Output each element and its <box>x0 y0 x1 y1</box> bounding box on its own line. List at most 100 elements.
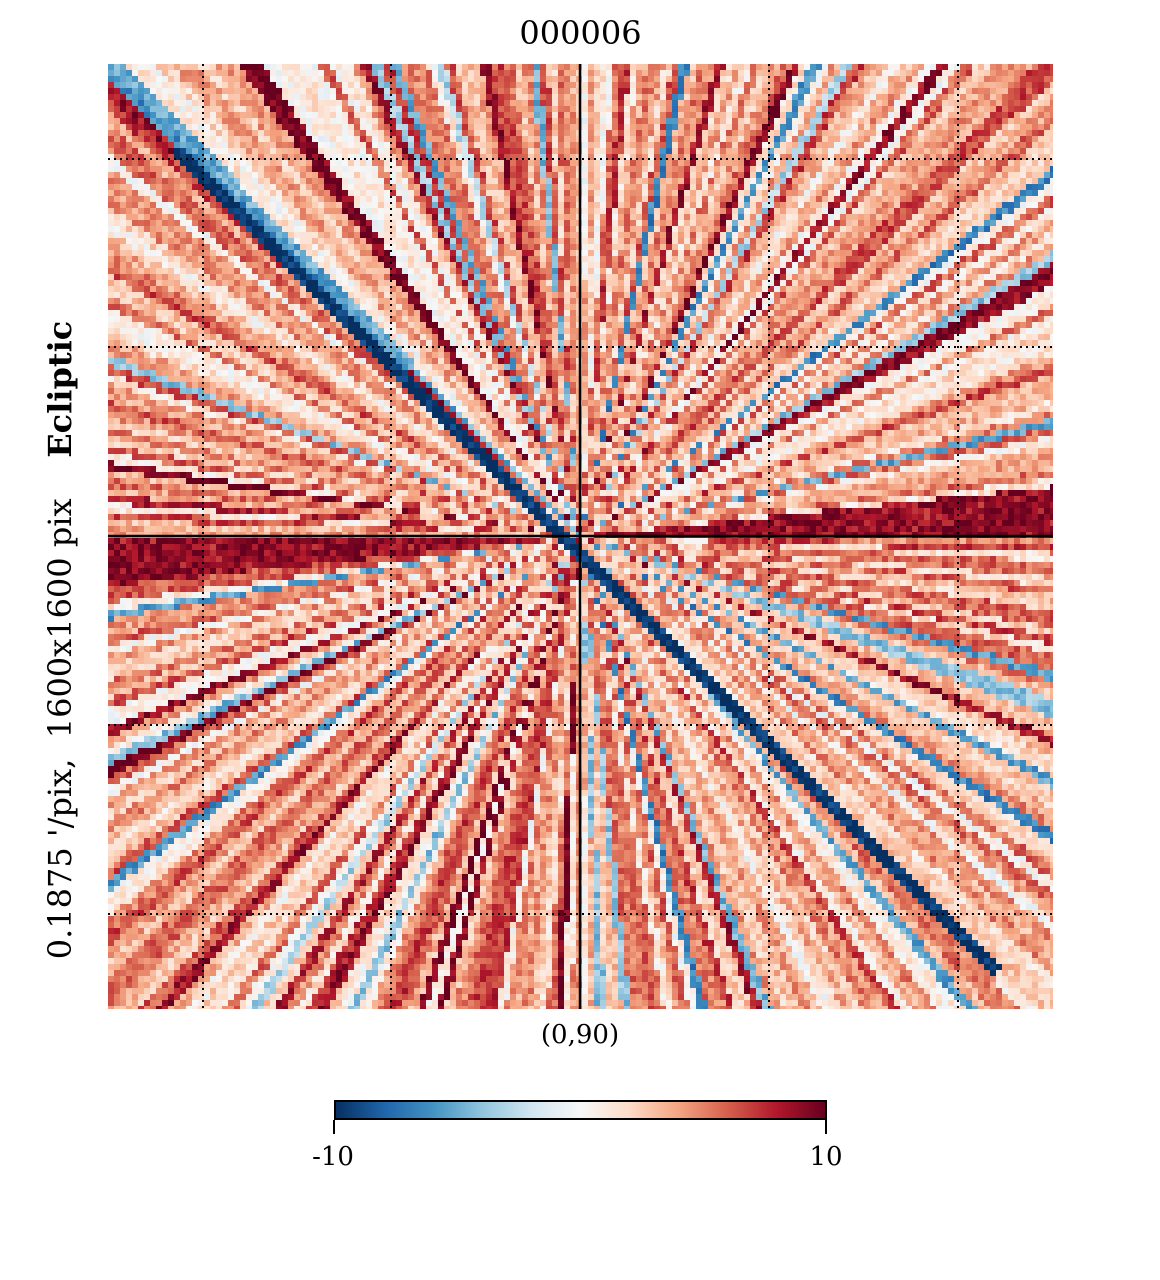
map-pixel <box>450 232 457 239</box>
map-pixel <box>498 112 505 119</box>
map-pixel <box>996 232 1003 239</box>
map-pixel <box>888 160 895 167</box>
map-pixel <box>144 226 151 233</box>
map-pixel <box>840 130 847 137</box>
map-pixel <box>228 88 235 95</box>
map-pixel <box>486 250 493 257</box>
map-pixel <box>408 178 415 185</box>
map-pixel <box>444 112 451 119</box>
map-pixel <box>168 196 175 203</box>
map-pixel <box>276 94 283 101</box>
map-pixel <box>798 244 805 251</box>
map-panel[interactable] <box>108 64 1053 1009</box>
map-pixel <box>660 136 667 143</box>
map-pixel <box>498 124 505 131</box>
map-pixel <box>420 94 427 101</box>
map-pixel <box>876 118 883 125</box>
map-pixel <box>222 238 229 245</box>
map-pixel <box>534 88 541 95</box>
map-pixel <box>756 148 763 155</box>
map-pixel <box>144 76 151 83</box>
map-pixel <box>588 112 595 119</box>
map-pixel <box>972 124 979 131</box>
map-pixel <box>606 112 613 119</box>
map-pixel <box>936 208 943 215</box>
map-pixel <box>726 190 733 197</box>
map-pixel <box>768 184 775 191</box>
map-pixel <box>768 244 775 251</box>
map-pixel <box>1038 142 1045 149</box>
map-pixel <box>924 148 931 155</box>
map-pixel <box>948 178 955 185</box>
map-pixel <box>1020 196 1027 203</box>
map-pixel <box>1050 172 1053 179</box>
map-pixel <box>228 250 235 257</box>
map-pixel <box>894 190 901 197</box>
map-pixel <box>438 238 445 245</box>
map-pixel <box>222 184 229 191</box>
map-pixel <box>846 190 853 197</box>
map-pixel <box>702 226 709 233</box>
map-pixel <box>216 172 223 179</box>
map-pixel <box>756 196 763 203</box>
map-pixel <box>558 106 565 113</box>
map-pixel <box>336 82 343 89</box>
map-pixel <box>714 244 721 251</box>
map-pixel <box>864 64 871 71</box>
map-pixel <box>126 118 133 125</box>
map-pixel <box>654 64 661 71</box>
map-pixel <box>714 178 721 185</box>
map-pixel <box>516 76 523 83</box>
map-pixel <box>564 226 571 233</box>
map-pixel <box>324 70 331 77</box>
map-pixel <box>672 190 679 197</box>
map-pixel <box>180 112 187 119</box>
map-pixel <box>168 88 175 95</box>
map-pixel <box>966 76 973 83</box>
map-pixel <box>540 208 547 215</box>
map-pixel <box>756 226 763 233</box>
map-pixel <box>612 196 619 203</box>
map-pixel <box>288 214 295 221</box>
map-pixel <box>234 244 241 251</box>
map-pixel <box>186 184 193 191</box>
map-pixel <box>234 238 241 245</box>
map-pixel <box>846 148 853 155</box>
map-pixel <box>228 94 235 101</box>
map-pixel <box>708 160 715 167</box>
map-pixel <box>996 190 1003 197</box>
map-pixel <box>390 166 397 173</box>
map-pixel <box>480 238 487 245</box>
map-pixel <box>1050 214 1053 221</box>
map-pixel <box>684 112 691 119</box>
map-pixel <box>468 250 475 257</box>
map-pixel <box>1026 190 1033 197</box>
map-pixel <box>228 106 235 113</box>
map-pixel <box>138 250 145 257</box>
map-pixel <box>390 94 397 101</box>
map-pixel <box>738 166 745 173</box>
map-pixel <box>438 124 445 131</box>
map-pixel <box>228 166 235 173</box>
map-pixel <box>378 70 385 77</box>
map-pixel <box>888 226 895 233</box>
map-pixel <box>822 82 829 89</box>
map-pixel <box>186 238 193 245</box>
map-pixel <box>738 154 745 161</box>
map-pixel <box>888 112 895 119</box>
map-pixel <box>630 178 637 185</box>
map-pixel <box>726 82 733 89</box>
gnomonic-map[interactable] <box>108 64 1053 1009</box>
map-pixel <box>174 244 181 251</box>
map-pixel <box>204 64 211 71</box>
map-pixel <box>252 196 259 203</box>
map-pixel <box>564 220 571 227</box>
map-pixel <box>252 100 259 107</box>
map-pixel <box>678 244 685 251</box>
map-pixel <box>852 106 859 113</box>
map-pixel <box>996 160 1003 167</box>
map-pixel <box>750 70 757 77</box>
map-pixel <box>306 88 313 95</box>
map-pixel <box>792 130 799 137</box>
map-pixel <box>348 226 355 233</box>
